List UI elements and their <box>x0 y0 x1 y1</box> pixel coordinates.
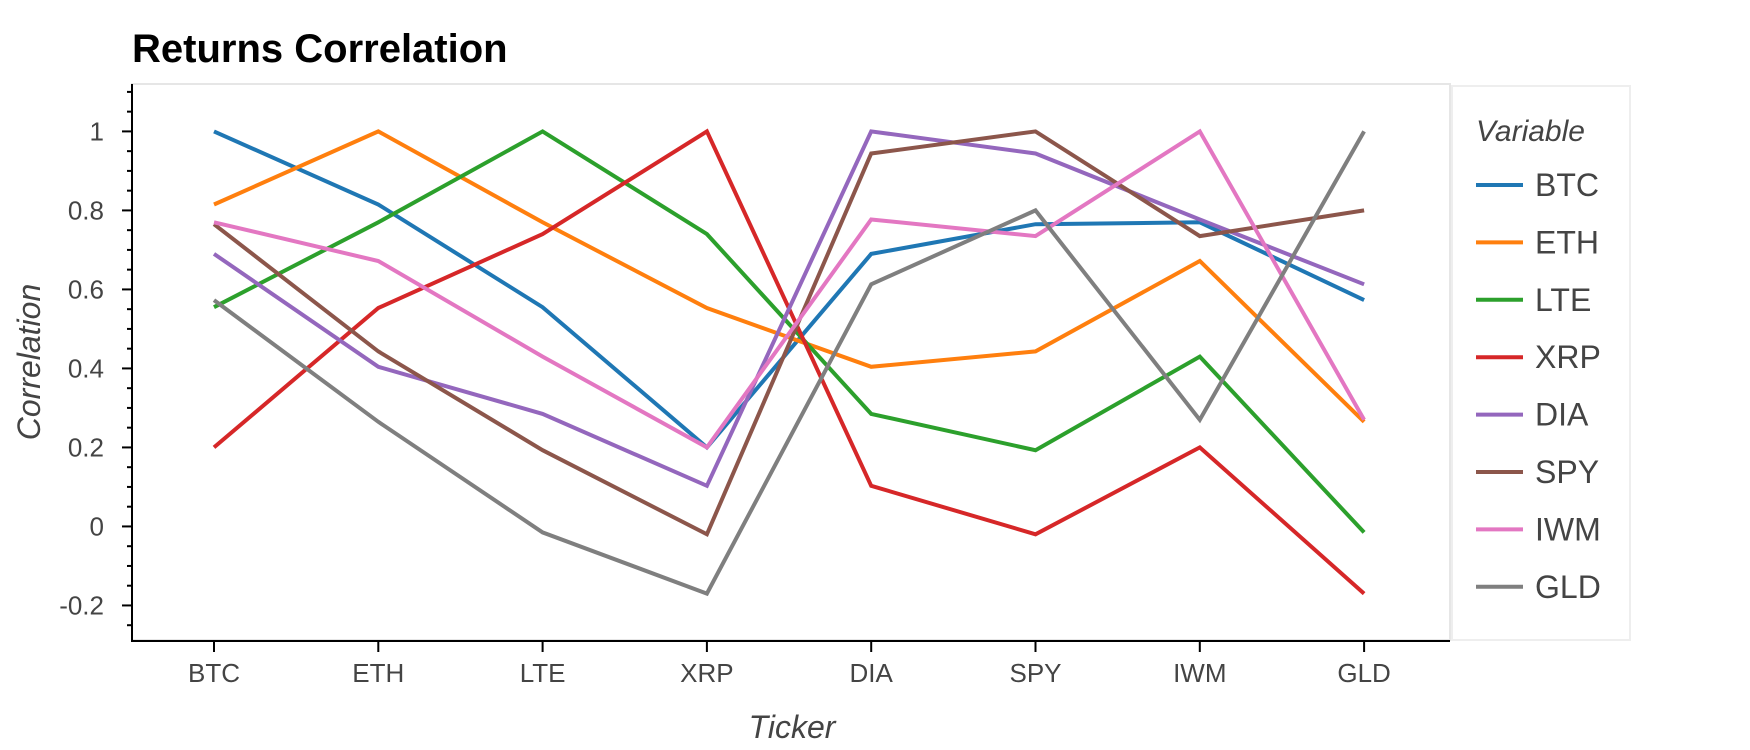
legend-label-dia: DIA <box>1535 397 1589 433</box>
series-layer <box>212 128 1366 597</box>
x-tick-label: GLD <box>1337 658 1390 688</box>
x-tick-label: XRP <box>680 658 733 688</box>
x-tick-label: BTC <box>188 658 240 688</box>
legend-label-xrp: XRP <box>1535 339 1601 375</box>
y-tick-label: 0.8 <box>68 195 104 225</box>
x-axis-ticks: BTC ETH LTE XRP DIA SPY IWM GLD <box>188 641 1391 688</box>
legend-label-iwm: IWM <box>1535 511 1601 547</box>
legend-label-eth: ETH <box>1535 224 1599 260</box>
series-line-spy <box>212 129 1365 538</box>
series-line-dia <box>212 129 1365 489</box>
series-line-gld <box>212 130 1366 597</box>
series-line-iwm <box>213 128 1366 451</box>
x-tick-label: LTE <box>520 658 566 688</box>
y-axis-ticks: -0.2 0 0.2 0.4 0.6 0.8 1 <box>59 90 132 627</box>
y-tick-label: 0 <box>90 511 104 541</box>
legend-label-spy: SPY <box>1535 454 1599 490</box>
series-line-btc <box>213 129 1365 451</box>
legend-title: Variable <box>1476 115 1585 148</box>
y-tick-label: 0.2 <box>68 432 104 462</box>
y-tick-label: -0.2 <box>59 590 104 620</box>
series-line-eth <box>213 129 1366 424</box>
x-tick-label: IWM <box>1173 658 1226 688</box>
plot-area <box>131 83 1451 641</box>
x-tick-label: DIA <box>850 658 894 688</box>
legend-label-btc: BTC <box>1535 167 1599 203</box>
series-line-lte <box>213 129 1366 534</box>
y-tick-label: 0.6 <box>68 274 104 304</box>
x-tick-label: ETH <box>352 658 404 688</box>
y-tick-label: 0.4 <box>68 353 104 383</box>
y-axis-label: Correlation <box>11 284 47 441</box>
legend-box <box>1451 85 1631 641</box>
legend-label-gld: GLD <box>1535 569 1601 605</box>
chart-title: Returns Correlation <box>132 27 508 71</box>
y-tick-label: 1 <box>90 116 104 146</box>
legend-label-lte: LTE <box>1535 282 1591 318</box>
legend: BTC ETH LTE XRP DIA SPY IWM GLD <box>1476 167 1601 605</box>
x-tick-label: SPY <box>1009 658 1061 688</box>
x-axis-label: Ticker <box>749 709 837 745</box>
